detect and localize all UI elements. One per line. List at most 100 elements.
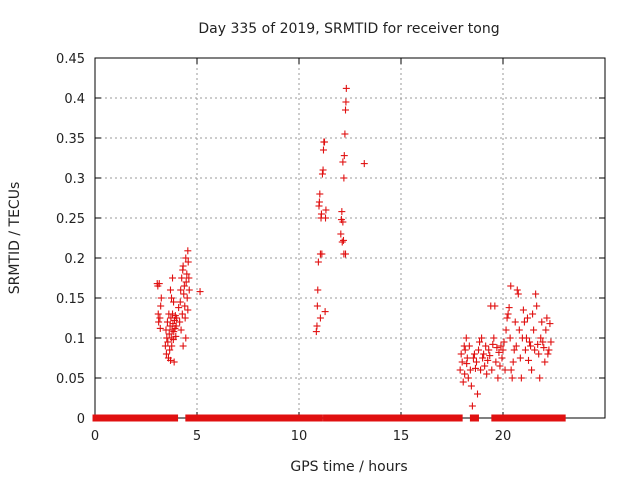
data-point <box>494 374 502 382</box>
x-tick-label: 5 <box>193 429 201 444</box>
data-point <box>486 352 494 360</box>
baseline-point-run <box>323 414 346 422</box>
baseline-point-run <box>491 414 547 422</box>
data-point <box>155 280 163 288</box>
data-point <box>478 334 486 342</box>
data-point <box>342 106 350 114</box>
data-point <box>456 366 464 374</box>
data-point <box>166 346 174 354</box>
data-point <box>317 210 325 218</box>
data-point <box>488 366 496 374</box>
data-point <box>180 282 188 290</box>
data-point <box>172 322 180 330</box>
data-point <box>515 326 523 334</box>
data-point <box>498 354 506 362</box>
data-point <box>184 306 192 314</box>
data-point <box>508 374 516 382</box>
data-point <box>321 138 328 146</box>
y-tick-label: 0.05 <box>56 372 85 387</box>
data-point <box>542 326 550 334</box>
data-point <box>543 314 551 322</box>
data-point <box>178 310 186 318</box>
baseline-point-run <box>453 414 463 422</box>
data-point <box>179 262 187 270</box>
data-point <box>464 374 472 382</box>
data-point <box>485 346 493 354</box>
data-point <box>164 338 172 346</box>
data-point <box>170 328 178 336</box>
data-point <box>465 342 473 350</box>
data-point <box>319 146 327 154</box>
x-tick-label: 20 <box>495 429 512 444</box>
data-point <box>166 356 174 364</box>
data-point <box>537 334 545 342</box>
data-point <box>471 364 479 372</box>
data-point <box>470 350 478 358</box>
data-point <box>461 346 469 354</box>
data-point <box>337 230 345 238</box>
data-point <box>181 314 189 322</box>
data-point <box>466 366 474 374</box>
data-point <box>156 324 164 332</box>
data-point <box>319 166 327 174</box>
data-point <box>318 170 326 178</box>
data-point <box>540 344 548 352</box>
data-point <box>539 338 547 346</box>
data-point <box>500 338 508 346</box>
data-point <box>185 286 193 294</box>
data-point <box>536 374 544 382</box>
baseline-point-run <box>185 414 323 422</box>
data-point <box>168 294 175 302</box>
data-point <box>176 318 184 326</box>
data-point <box>340 174 348 182</box>
data-point <box>517 374 525 382</box>
data-point <box>173 314 181 322</box>
data-point <box>527 342 535 350</box>
data-point <box>476 338 484 346</box>
data-point <box>155 318 163 326</box>
y-tick-label: 0.3 <box>64 172 85 187</box>
data-point <box>339 236 347 244</box>
data-point <box>184 247 192 255</box>
data-point <box>462 334 470 342</box>
data-point <box>520 318 528 326</box>
chart-title: Day 335 of 2019, SRMTID for receiver ton… <box>198 21 499 37</box>
data-point <box>459 378 467 386</box>
data-point <box>342 250 350 258</box>
data-point <box>313 302 321 310</box>
data-point <box>162 326 170 334</box>
data-point <box>154 310 162 318</box>
baseline-point-run <box>92 414 170 422</box>
data-point <box>322 206 330 214</box>
data-point <box>184 258 192 266</box>
data-point <box>157 302 165 310</box>
x-tick-label: 10 <box>291 429 308 444</box>
data-point <box>499 346 507 354</box>
data-point <box>521 346 529 354</box>
data-point <box>503 314 511 322</box>
y-tick-label: 0.25 <box>56 212 85 227</box>
data-point <box>157 294 165 302</box>
data-point <box>513 286 521 294</box>
data-point <box>166 286 174 294</box>
data-point <box>514 290 522 298</box>
data-point <box>491 302 499 310</box>
data-point <box>315 198 323 206</box>
data-point <box>482 342 490 350</box>
data-point <box>477 366 485 374</box>
data-point <box>156 314 164 322</box>
data-point <box>545 346 553 354</box>
axis-ticks: 0 0.05 0.1 0.15 0.2 0.25 0.3 0.35 0.4 0.45 0 5 10 15 2… <box>56 52 605 444</box>
data-point <box>183 294 191 302</box>
data-point <box>544 350 552 358</box>
data-point <box>338 238 346 246</box>
data-point <box>506 334 514 342</box>
data-point <box>505 304 513 312</box>
data-point <box>342 98 350 106</box>
y-tick-label: 0.35 <box>56 132 85 147</box>
data-point <box>170 358 178 366</box>
grid <box>95 58 605 418</box>
plot-frame <box>94 57 606 419</box>
x-tick-label: 15 <box>393 429 410 444</box>
data-point <box>526 338 534 346</box>
